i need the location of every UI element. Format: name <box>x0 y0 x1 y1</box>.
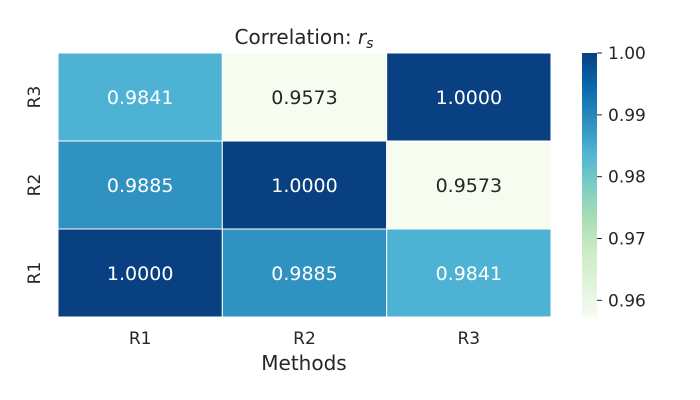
cell-value-label: 0.9885 <box>271 263 337 285</box>
heatmap-cell <box>386 140 552 230</box>
chart-title: Correlation: rs <box>235 25 374 52</box>
x-tick-label: R3 <box>458 329 481 349</box>
cell-value-label: 1.0000 <box>107 263 173 285</box>
cell-value-label: 0.9885 <box>107 175 173 197</box>
colorbar-tick-label: 0.98 <box>608 168 646 188</box>
heatmap-cell <box>221 140 388 230</box>
colorbar-tick-label: 0.96 <box>608 291 646 311</box>
colorbar-ticks: 0.96 0.97 0.98 0.99 1.00 <box>597 44 646 311</box>
y-tick-label: R2 <box>25 174 45 197</box>
x-axis-label: Methods <box>261 351 346 375</box>
x-tick-label: R2 <box>293 329 316 349</box>
colorbar-tick-label: 0.99 <box>608 106 646 126</box>
y-tick-labels: R3 R2 R1 <box>25 86 45 285</box>
heatmap-cell <box>57 140 223 230</box>
cell-value-label: 0.9841 <box>436 263 502 285</box>
heatmap-cell <box>386 52 552 142</box>
heatmap-cells: 0.9841 0.9573 1.0000 0.9885 1.0000 0.9573 1.00… <box>57 52 552 318</box>
heatmap-cell <box>57 228 223 318</box>
cell-value-label: 1.0000 <box>436 87 502 109</box>
colorbar <box>582 53 597 317</box>
cell-value-label: 0.9841 <box>107 87 173 109</box>
cell-value-label: 0.9573 <box>436 175 502 197</box>
colorbar-tick-label: 0.97 <box>608 229 646 249</box>
y-tick-label: R1 <box>25 262 45 285</box>
heatmap-cell <box>221 52 388 142</box>
x-tick-label: R1 <box>129 329 152 349</box>
y-tick-label: R3 <box>25 86 45 109</box>
heatmap-cell <box>386 228 552 318</box>
heatmap-cell <box>57 52 223 142</box>
cell-value-label: 0.9573 <box>271 87 337 109</box>
heatmap-cell <box>221 228 388 318</box>
colorbar-tick-label: 1.00 <box>608 44 646 64</box>
cell-value-label: 1.0000 <box>271 175 337 197</box>
x-tick-labels: R1 R2 R3 <box>129 329 480 349</box>
